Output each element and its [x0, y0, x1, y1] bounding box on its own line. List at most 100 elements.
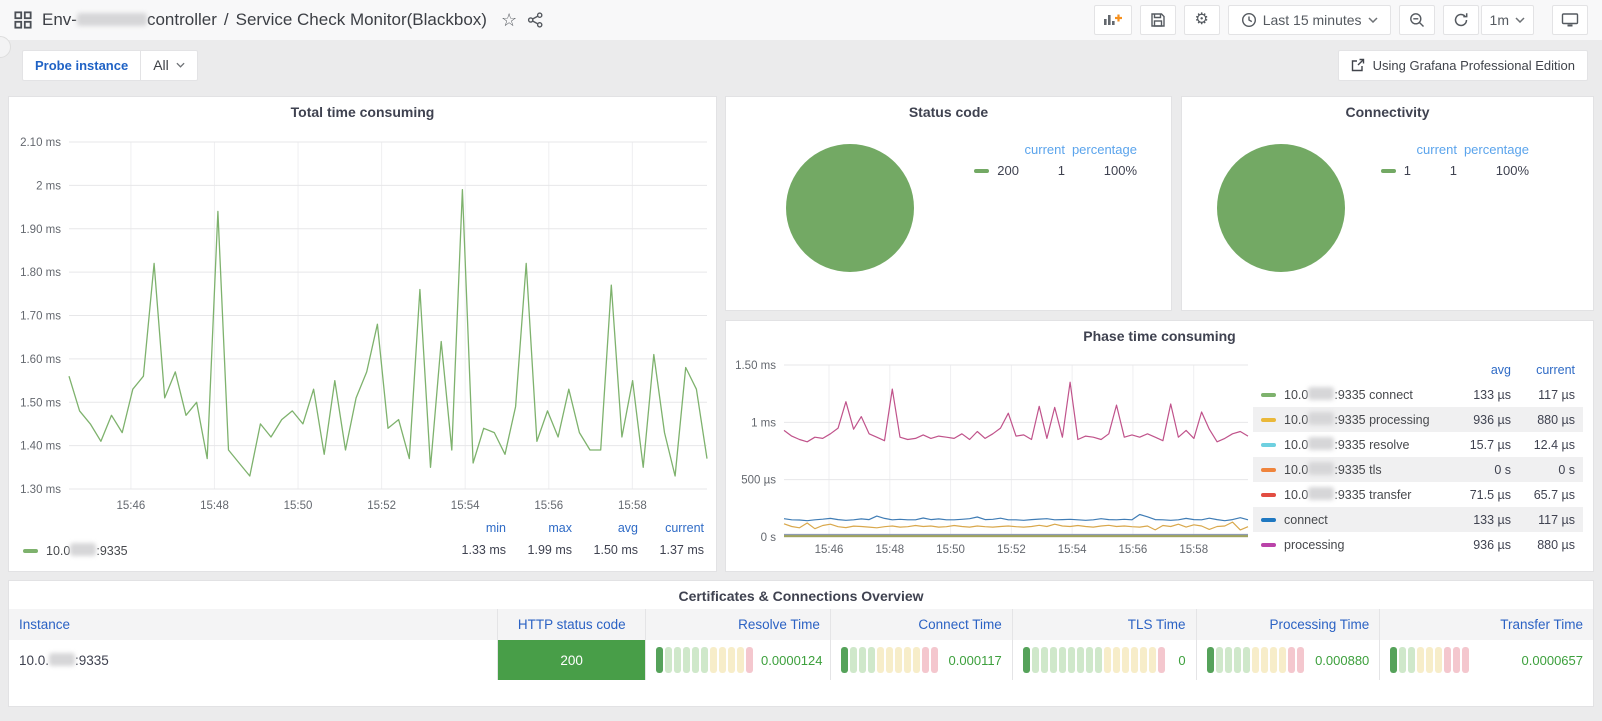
breadcrumb[interactable]: Env-controller / Service Check Monitor(B…	[42, 10, 487, 30]
variable-value-dropdown[interactable]: All	[140, 49, 198, 81]
legend-series: 10.0:9335 resolve	[1261, 437, 1441, 452]
svg-text:15:58: 15:58	[1179, 544, 1208, 556]
redacted-ip	[1308, 387, 1335, 400]
chevron-down-icon	[1515, 17, 1525, 23]
apps-grid-icon[interactable]	[14, 11, 32, 29]
panel-title[interactable]: Total time consuming	[290, 104, 435, 120]
legend-header-percentage[interactable]: percentage	[1463, 142, 1529, 157]
spark-bar	[1278, 647, 1286, 673]
time-value: 0	[1178, 652, 1186, 668]
dashboard-settings-button[interactable]: ⚙	[1183, 5, 1220, 35]
svg-text:500 µs: 500 µs	[741, 475, 776, 487]
refresh-interval-picker[interactable]: 1m	[1480, 5, 1534, 35]
legend-series-row[interactable]: connect 133 µs 117 µs	[1253, 507, 1583, 532]
refresh-interval-label: 1m	[1489, 12, 1509, 28]
svg-text:15:48: 15:48	[875, 544, 904, 556]
svg-text:15:46: 15:46	[116, 500, 145, 512]
legend-current-value: 880 µs	[1537, 537, 1575, 552]
add-panel-button[interactable]	[1093, 5, 1132, 35]
column-header-instance[interactable]: Instance	[9, 609, 498, 640]
spark-bar	[1215, 647, 1223, 673]
legend-stat-value: 1.37 ms	[659, 543, 704, 557]
series-label: 10.0.:9335	[19, 652, 109, 668]
legend-series-row[interactable]: 10.0:9335 transfer 71.5 µs 65.7 µs	[1253, 482, 1583, 507]
panel-title[interactable]: Connectivity	[1345, 104, 1430, 120]
legend-series-row[interactable]: 10.0:9335 1.33 ms 1.99 ms 1.50 ms 1.37 ms	[23, 539, 704, 561]
legend-slice-row[interactable]: 1 1 100%	[1315, 160, 1529, 181]
svg-text:15:52: 15:52	[367, 500, 396, 512]
spark-bar	[1067, 647, 1075, 673]
legend-series-row[interactable]: 10.0:9335 resolve 15.7 µs 12.4 µs	[1253, 432, 1583, 457]
redacted-ip	[1308, 487, 1335, 500]
time-cell-transfer-time: 0.0000657	[1379, 640, 1593, 680]
legend-current-value: 0 s	[1558, 462, 1575, 477]
legend-header-current[interactable]: current	[1024, 142, 1065, 157]
redacted-ip	[1308, 412, 1335, 425]
spark-bar	[1076, 647, 1084, 673]
spark-bar	[1139, 647, 1147, 673]
series-color-swatch	[1261, 418, 1276, 422]
status-code-pie[interactable]	[786, 144, 914, 272]
legend-header-current[interactable]: current	[665, 521, 704, 535]
legend-series-row[interactable]: 10.0:9335 tls 0 s 0 s	[1253, 457, 1583, 482]
connectivity-pie[interactable]	[1217, 144, 1345, 272]
column-header-http-status-code[interactable]: HTTP status code	[497, 609, 646, 640]
status-badge: 200	[498, 640, 646, 680]
svg-text:15:56: 15:56	[1119, 544, 1148, 556]
variable-label: Probe instance	[22, 49, 141, 81]
legend-header-current[interactable]: current	[1416, 142, 1457, 157]
series-color-swatch	[1261, 468, 1276, 472]
total-time-chart[interactable]: 15:46 15:48 15:50 15:52 15:54 15:56 15:58 2.10 …	[11, 123, 716, 521]
time-range-picker[interactable]: Last 15 minutes	[1227, 5, 1391, 35]
series-label: 10.0:9335 resolve	[1284, 437, 1410, 452]
svg-text:1.60 ms: 1.60 ms	[20, 354, 61, 366]
column-header-resolve-time[interactable]: Resolve Time	[645, 609, 830, 640]
column-header-processing-time[interactable]: Processing Time	[1195, 609, 1380, 640]
svg-text:15:50: 15:50	[936, 544, 965, 556]
add-panel-icon	[1103, 14, 1122, 25]
legend-slice-row[interactable]: 200 1 100%	[923, 160, 1137, 181]
legend-avg-value: 936 µs	[1473, 412, 1511, 427]
legend-percentage-value: 100%	[1103, 163, 1137, 178]
legend-series-row[interactable]: 10.0:9335 connect 133 µs 117 µs	[1253, 382, 1583, 407]
legend-header-current[interactable]: current	[1536, 362, 1575, 377]
spark-bar	[931, 647, 939, 673]
spark-bar	[1417, 647, 1425, 673]
column-header-connect-time[interactable]: Connect Time	[829, 609, 1012, 640]
legend-series-row[interactable]: 10.0:9335 processing 936 µs 880 µs	[1253, 407, 1583, 432]
series-label: 10.0:9335	[46, 542, 128, 558]
spark-bar	[1453, 647, 1461, 673]
svg-text:2.10 ms: 2.10 ms	[20, 137, 61, 149]
kiosk-mode-button[interactable]	[1552, 5, 1588, 35]
phase-time-chart[interactable]: 15:46 15:48 15:50 15:52 15:54 15:56 15:58 1.50 …	[728, 355, 1263, 565]
column-header-transfer-time[interactable]: Transfer Time	[1379, 609, 1594, 640]
save-dashboard-button[interactable]	[1139, 5, 1176, 35]
column-header-tls-time[interactable]: TLS Time	[1011, 609, 1196, 640]
panel-title[interactable]: Certificates & Connections Overview	[678, 588, 924, 604]
gear-icon: ⚙	[1194, 11, 1209, 28]
legend-header-avg[interactable]: avg	[1490, 362, 1511, 377]
legend-series-row[interactable]: processing 936 µs 880 µs	[1253, 532, 1583, 557]
refresh-button[interactable]	[1442, 5, 1479, 35]
legend-header-avg[interactable]: avg	[617, 521, 638, 535]
grafana-edition-button[interactable]: Using Grafana Professional Edition	[1337, 49, 1588, 81]
star-icon[interactable]: ☆	[500, 9, 518, 30]
spark-bar	[656, 647, 664, 673]
panel-title[interactable]: Phase time consuming	[1083, 328, 1236, 344]
redacted-ip	[70, 542, 97, 556]
legend-series: 10.0:9335 tls	[1261, 462, 1441, 477]
legend-header-percentage[interactable]: percentage	[1071, 142, 1137, 157]
zoom-out-button[interactable]	[1398, 5, 1435, 35]
legend-avg-value: 71.5 µs	[1469, 487, 1511, 502]
spark-bar	[701, 647, 709, 673]
legend-header-min[interactable]: min	[485, 521, 506, 535]
share-icon[interactable]	[527, 12, 544, 28]
spark-bar	[1408, 647, 1416, 673]
legend-header-max[interactable]: max	[548, 521, 572, 535]
panel-title[interactable]: Status code	[908, 104, 989, 120]
legend-current-value: 65.7 µs	[1533, 487, 1575, 502]
spark-bar	[886, 647, 894, 673]
legend-stat-value: 1.33 ms	[461, 543, 506, 557]
dashboard-title[interactable]: Service Check Monitor(Blackbox)	[235, 10, 487, 29]
time-cell-tls-time: 0	[1011, 640, 1196, 680]
